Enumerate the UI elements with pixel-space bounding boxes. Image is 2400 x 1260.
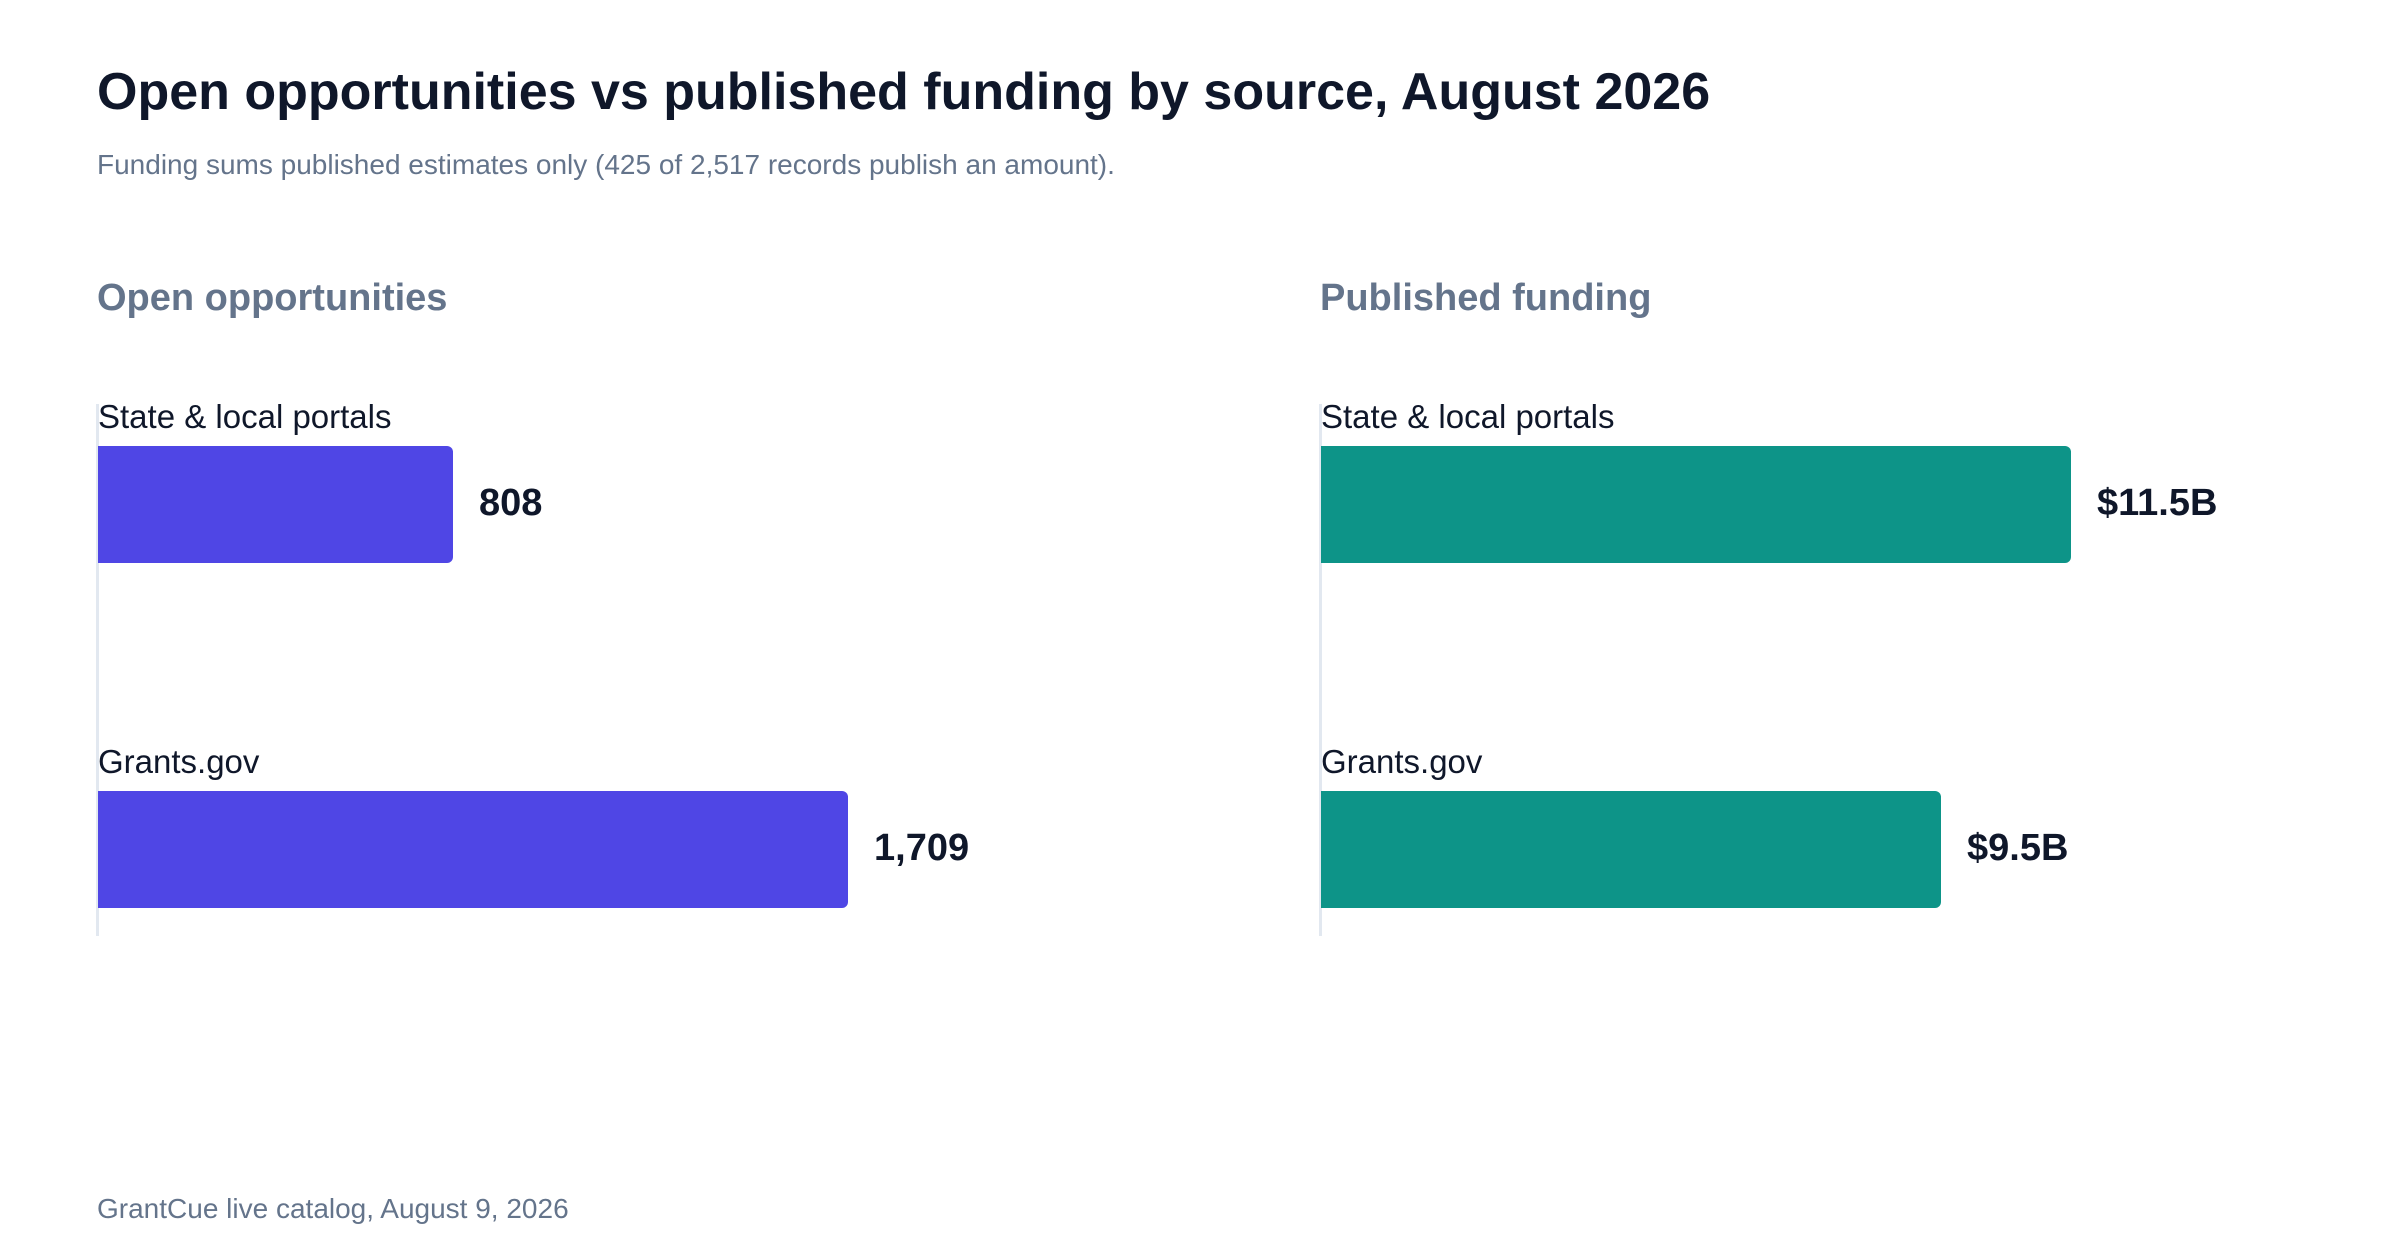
chart-footer: GrantCue live catalog, August 9, 2026 xyxy=(97,1193,569,1224)
panel-title-funding: Published funding xyxy=(1320,277,1652,319)
axis-line-funding xyxy=(1319,404,1322,936)
value-label-funding-state-local-portals: $11.5B xyxy=(2097,482,2218,524)
value-label-funding-grants-gov: $9.5B xyxy=(1967,827,2069,869)
axis-line-opportunities xyxy=(96,404,99,936)
value-label-opportunities-state-local-portals: 808 xyxy=(479,482,543,524)
bar-funding-state-local-portals[interactable] xyxy=(1321,446,2071,563)
category-label-state-local-portals: State & local portals xyxy=(98,398,392,435)
chart-subtitle: Funding sums published estimates only (4… xyxy=(97,149,1115,180)
bar-opportunities-state-local-portals[interactable] xyxy=(98,446,453,563)
value-label-opportunities-grants-gov: 1,709 xyxy=(874,827,970,869)
category-label-grants-gov: Grants.gov xyxy=(98,743,260,780)
bar-funding-grants-gov[interactable] xyxy=(1321,791,1941,908)
category-label-grants-gov: Grants.gov xyxy=(1321,743,1483,780)
panel-title-opportunities: Open opportunities xyxy=(97,277,448,319)
bar-opportunities-grants-gov[interactable] xyxy=(98,791,848,908)
category-label-state-local-portals: State & local portals xyxy=(1321,398,1615,435)
chart-title: Open opportunities vs published funding … xyxy=(97,63,1711,121)
